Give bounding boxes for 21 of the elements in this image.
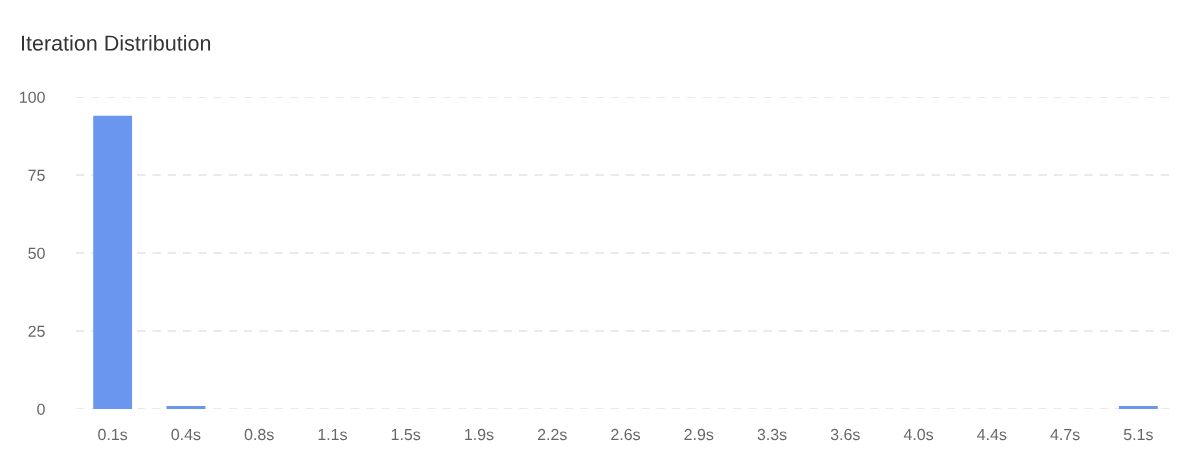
x-tick-label: 1.1s <box>318 429 347 441</box>
y-tick-label: 100 <box>20 91 45 103</box>
x-tick-label: 0.4s <box>171 428 201 441</box>
x-tick-label: 4.0s <box>903 428 934 441</box>
x-tick-label: 0.8s <box>244 428 274 441</box>
x-tick-label: 3.6s <box>830 428 860 441</box>
x-tick-label: 1.5s <box>391 429 421 441</box>
y-tick-label: 25 <box>28 325 45 337</box>
x-tick-label: 2.9s <box>684 428 714 441</box>
x-tick-label: 2.6s <box>611 428 641 441</box>
chart-title: Iteration Distribution <box>21 34 211 51</box>
x-tick-label: 3.3s <box>757 428 787 441</box>
x-tick-label: 5.1s <box>1123 429 1153 441</box>
x-tick-label: 1.9s <box>465 428 494 441</box>
x-tick-label: 0.1s <box>98 428 128 441</box>
y-tick-label: 50 <box>28 247 45 259</box>
x-tick-label: 4.4s <box>977 429 1007 441</box>
x-tick-label: 2.2s <box>537 428 567 441</box>
x-tick-label: 4.7s <box>1050 429 1080 441</box>
y-tick-label: 75 <box>28 169 45 181</box>
y-tick-label: 0 <box>37 403 45 415</box>
